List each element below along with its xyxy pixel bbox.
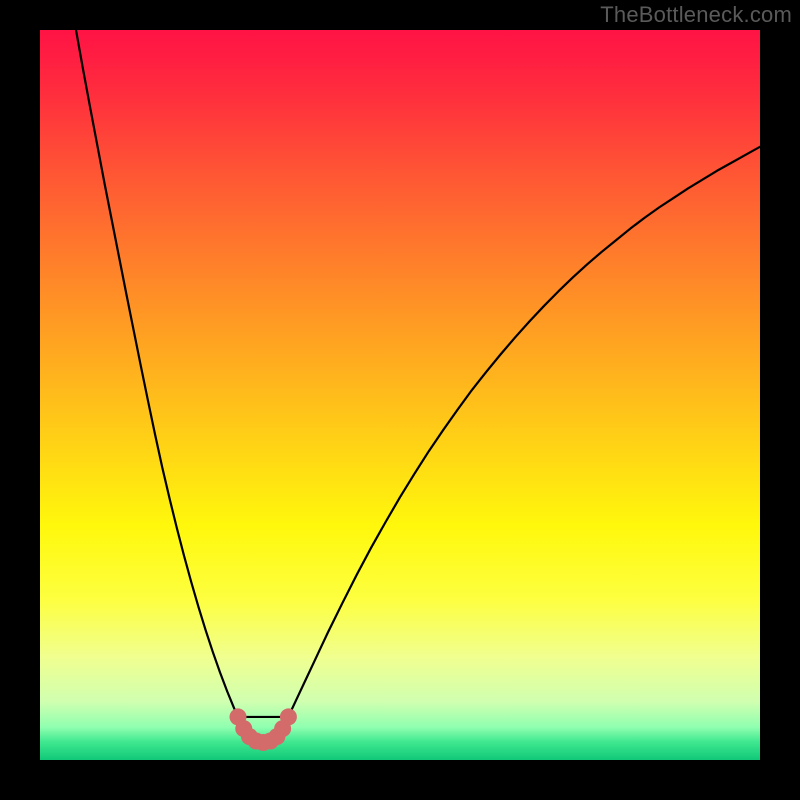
gradient-background [40,30,760,760]
chart-svg [40,30,760,760]
chart-container: TheBottleneck.com [0,0,800,800]
marker-dot [280,708,297,725]
watermark-text: TheBottleneck.com [600,2,792,28]
plot-area [40,30,760,760]
